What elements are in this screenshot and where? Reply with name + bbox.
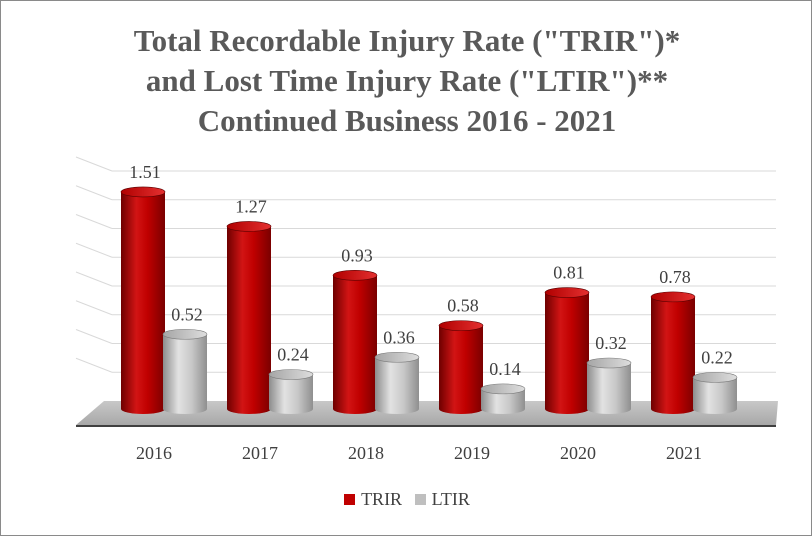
- bar-ltir-2021: [693, 377, 737, 414]
- data-label-trir-2020: 0.81: [553, 263, 585, 283]
- bar-ltir-2020: [587, 363, 631, 414]
- bar-trir-2016: [121, 191, 165, 414]
- chart-title-line-2: and Lost Time Injury Rate ("LTIR")**: [145, 63, 669, 98]
- bar-ltir-2018: [375, 357, 419, 414]
- bar-top-ltir-2017: [268, 369, 314, 380]
- gridline-slant: [75, 329, 113, 344]
- bar-trir-2019: [439, 325, 483, 414]
- chart-title-line-1: Total Recordable Injury Rate ("TRIR")*: [133, 23, 681, 58]
- bar-top-ltir-2019: [480, 383, 526, 395]
- bar-top-ltir-2021: [692, 372, 738, 383]
- gridline-slant: [75, 242, 113, 258]
- gridline-slant: [75, 357, 113, 373]
- x-tick-label-2020: 2020: [560, 443, 596, 463]
- data-label-ltir-2019: 0.14: [489, 359, 521, 379]
- bar-trir-2018: [333, 275, 377, 414]
- data-label-ltir-2017: 0.24: [277, 345, 309, 365]
- chart-title: Total Recordable Injury Rate ("TRIR")* a…: [1, 21, 812, 141]
- bar-top-ltir-2018: [374, 351, 420, 363]
- chart-title-line-3: Continued Business 2016 - 2021: [197, 103, 617, 138]
- gridline-slant: [75, 300, 113, 316]
- legend-swatch-trir: [344, 494, 356, 505]
- bar-top-trir-2019: [438, 320, 484, 331]
- data-label-ltir-2020: 0.32: [595, 333, 627, 353]
- x-tick-label-2021: 2021: [666, 443, 702, 463]
- gridline-slant: [75, 156, 113, 172]
- legend-item-ltir: LTIR: [414, 489, 470, 510]
- bar-ltir-2019: [481, 388, 525, 414]
- legend-swatch-ltir: [414, 494, 426, 505]
- x-tick-label-2017: 2017: [242, 443, 278, 463]
- gridline-slant: [75, 271, 113, 287]
- bar-ltir-2016: [163, 334, 207, 414]
- bar-top-trir-2018: [332, 270, 378, 281]
- data-label-trir-2019: 0.58: [447, 296, 479, 316]
- x-tick-label-2018: 2018: [348, 443, 384, 463]
- bar-trir-2020: [545, 292, 589, 414]
- x-tick-label-2019: 2019: [454, 443, 490, 463]
- data-label-trir-2021: 0.78: [659, 267, 691, 287]
- bar-top-trir-2021: [650, 291, 696, 303]
- bar-top-trir-2020: [544, 287, 590, 298]
- gridline-slant: [75, 185, 113, 201]
- bar-trir-2021: [651, 296, 695, 414]
- data-label-ltir-2016: 0.52: [171, 304, 203, 324]
- data-label-ltir-2021: 0.22: [701, 347, 733, 367]
- bar-ltir-2017: [269, 374, 313, 414]
- bar-top-ltir-2016: [162, 328, 208, 340]
- labels-layer: 1.51 0.52 2016 1.27 0.24 2017 0.93 0.36 2018 0.58…: [129, 162, 733, 463]
- legend-item-trir: TRIR: [344, 489, 402, 510]
- bar-top-ltir-2020: [586, 357, 632, 369]
- data-label-ltir-2018: 0.36: [383, 327, 415, 347]
- legend-label-ltir: LTIR: [431, 489, 470, 509]
- bar-trir-2017: [227, 226, 271, 414]
- data-label-trir-2017: 1.27: [235, 196, 267, 216]
- gridline-slant: [75, 214, 113, 229]
- x-tick-label-2016: 2016: [136, 443, 172, 463]
- legend: TRIR LTIR: [1, 489, 812, 510]
- bars-layer: [120, 186, 738, 414]
- data-label-trir-2018: 0.93: [341, 245, 373, 265]
- bar-top-trir-2017: [226, 221, 272, 232]
- bar-top-trir-2016: [120, 186, 166, 198]
- data-label-trir-2016: 1.51: [129, 162, 161, 182]
- legend-label-trir: TRIR: [361, 489, 403, 509]
